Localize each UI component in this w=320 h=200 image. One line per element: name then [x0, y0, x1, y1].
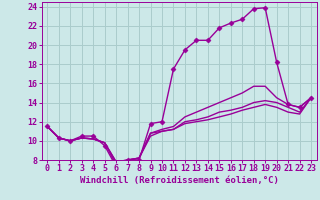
X-axis label: Windchill (Refroidissement éolien,°C): Windchill (Refroidissement éolien,°C) [80, 176, 279, 185]
